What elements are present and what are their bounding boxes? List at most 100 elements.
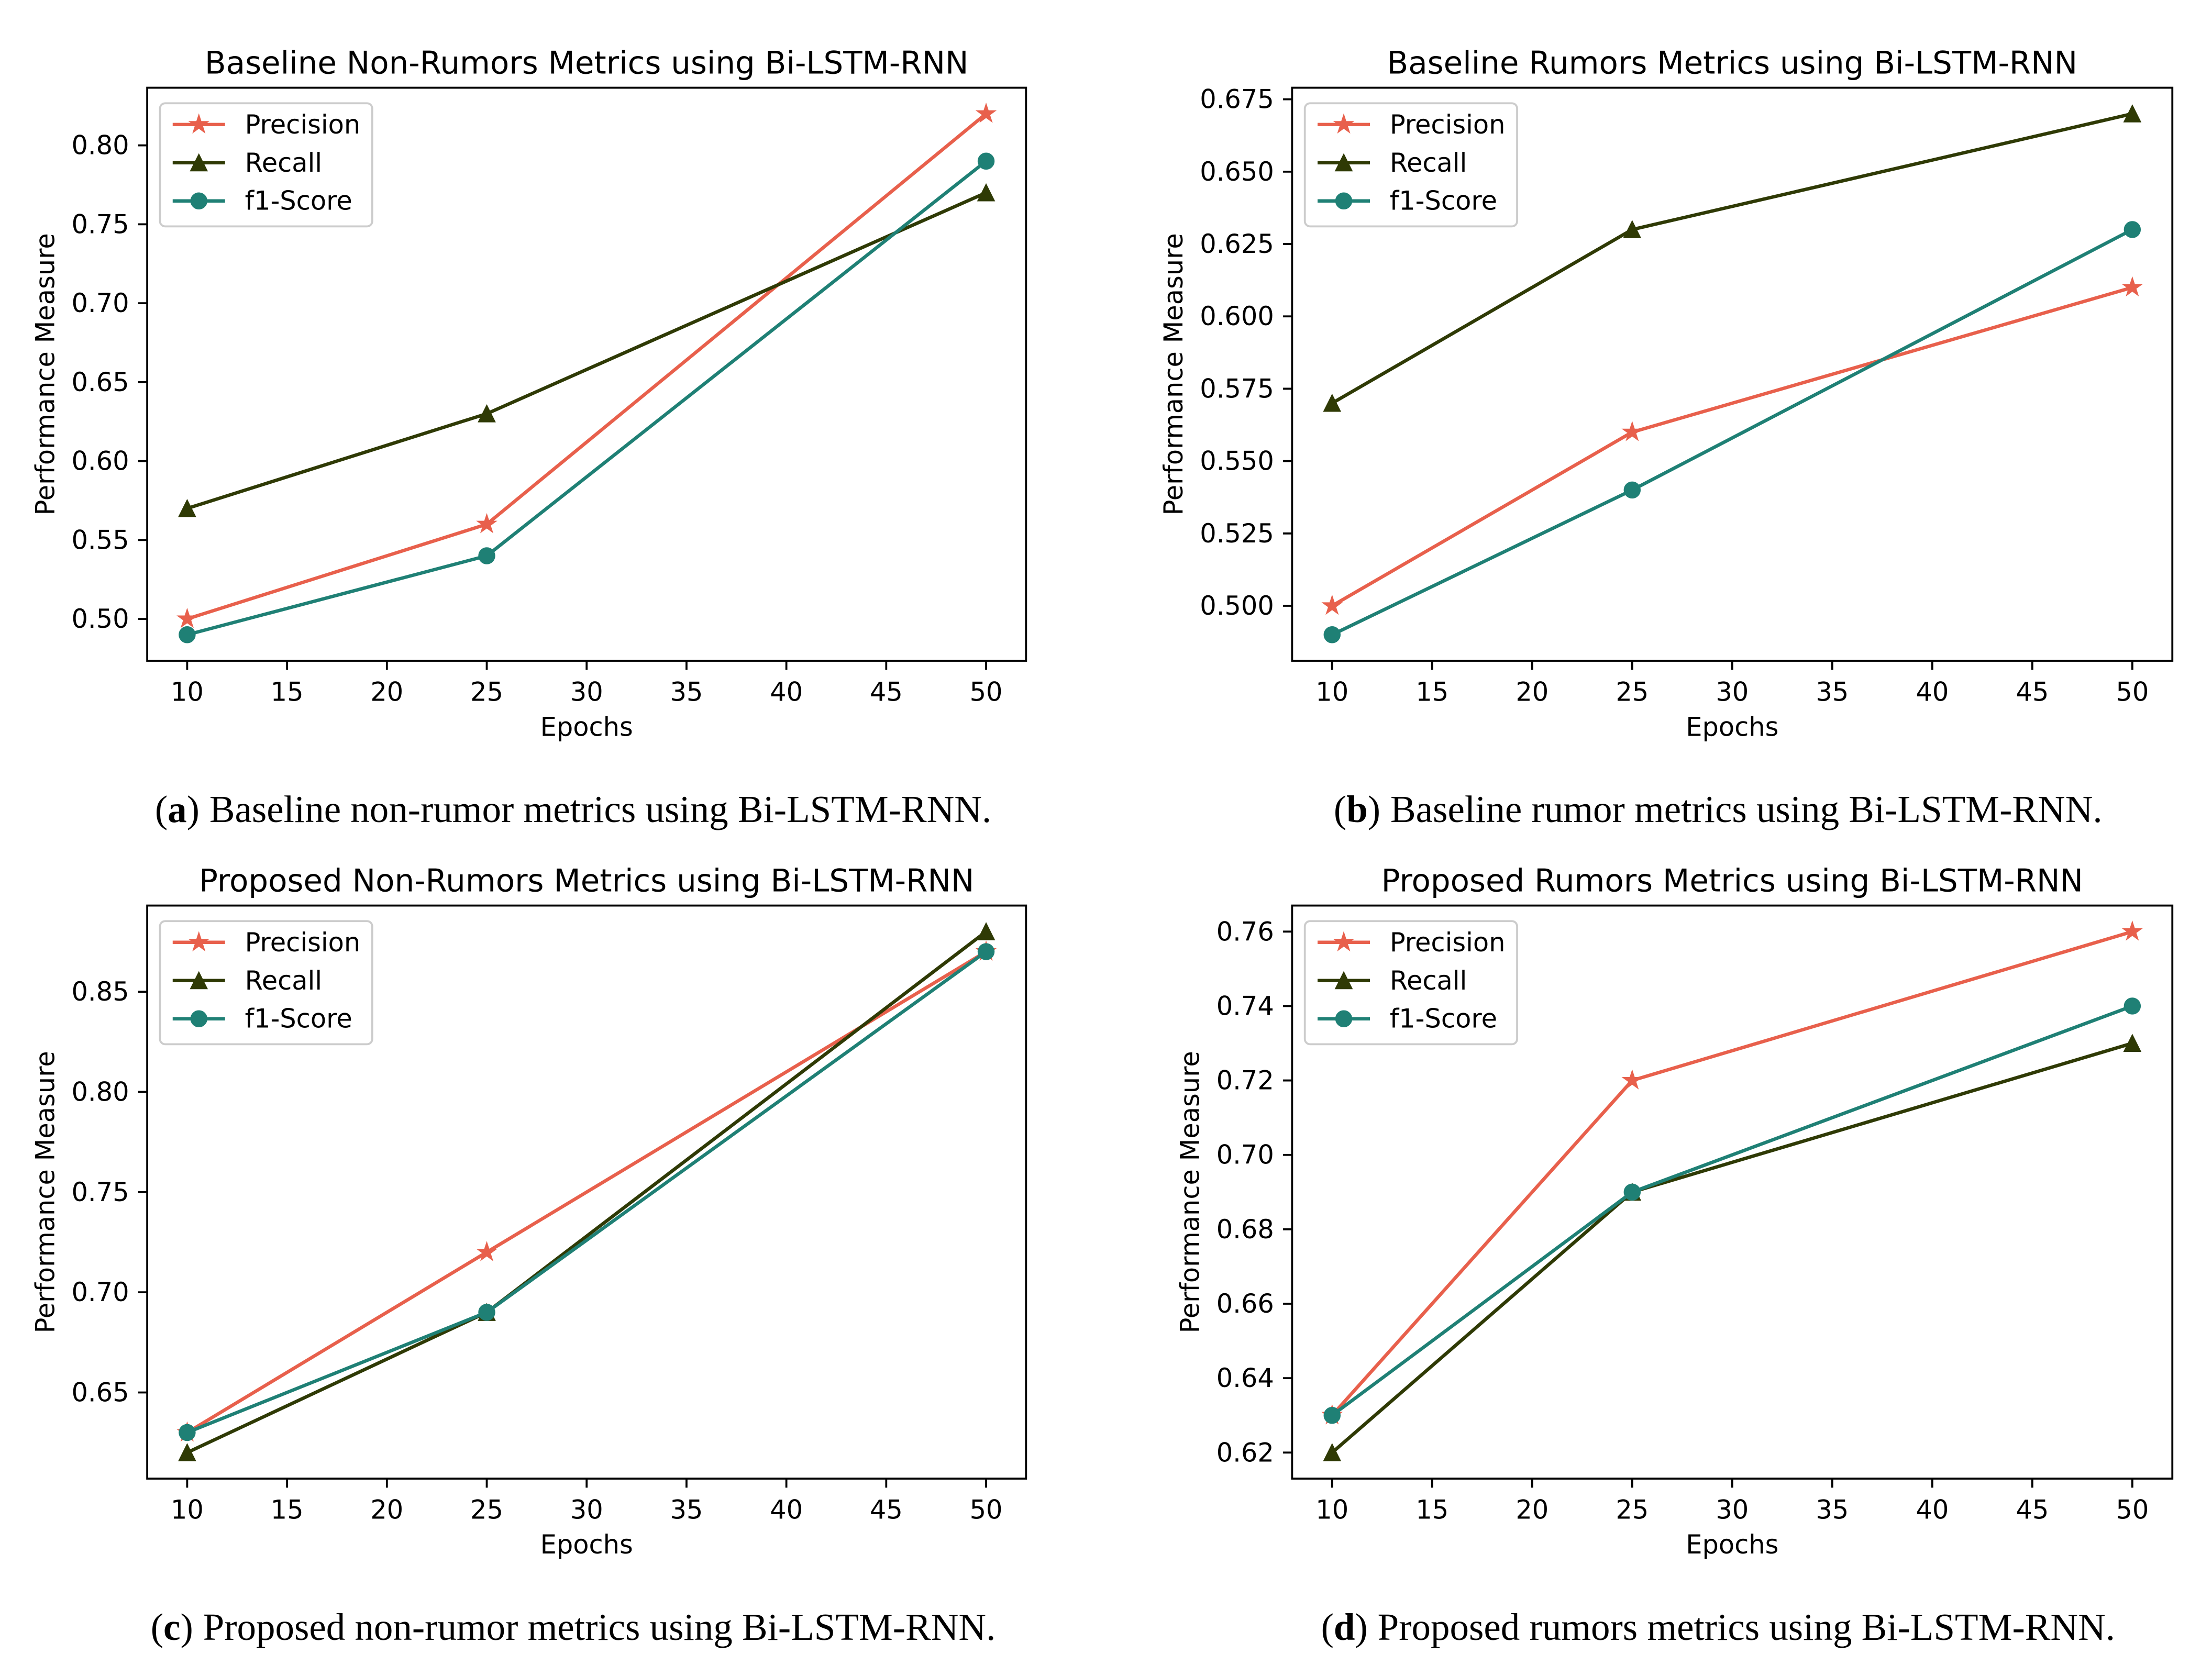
f1-score-point bbox=[2123, 997, 2141, 1015]
y-axis: 0.50 0.55 0.60 0.65 0.70 0.75 0.80 Performance … bbox=[30, 130, 148, 634]
subcaption-b: (b) Baseline rumor metrics using Bi-LSTM-… bbox=[1334, 788, 2103, 830]
legend: Precision Recall f1-Score bbox=[159, 102, 373, 228]
legend-item-precision: Precision bbox=[1318, 927, 1505, 958]
caption-paren-open: ( bbox=[1334, 788, 1346, 830]
legend: Precision Recall f1-Score bbox=[159, 920, 373, 1046]
x-tick-label: 25 bbox=[1616, 676, 1649, 707]
recall-point bbox=[2123, 1034, 2142, 1052]
x-tick-label: 30 bbox=[570, 676, 603, 707]
x-axis: 10 15 20 25 30 35 40 45 50 Epochs bbox=[171, 1479, 1002, 1560]
x-tick-label: 20 bbox=[1516, 1494, 1549, 1525]
chart-title: Baseline Rumors Metrics using Bi-LSTM-RN… bbox=[1387, 46, 2077, 82]
x-tick-label: 20 bbox=[370, 1494, 403, 1525]
series-f1-score bbox=[179, 943, 995, 1441]
f1-score-point bbox=[977, 943, 995, 960]
x-tick-label: 10 bbox=[171, 1494, 204, 1525]
f1-score-point bbox=[1623, 1183, 1641, 1201]
y-axis-label: Performance Measure bbox=[1175, 1051, 1205, 1333]
chart-title: Proposed Non-Rumors Metrics using Bi-LST… bbox=[199, 863, 974, 900]
y-tick-label: 0.575 bbox=[1200, 373, 1274, 404]
y-tick-label: 0.64 bbox=[1216, 1363, 1274, 1393]
caption-text: Baseline non-rumor metrics using Bi-LSTM… bbox=[209, 788, 991, 830]
x-axis: 10 15 20 25 30 35 40 45 50 Epochs bbox=[1315, 661, 2149, 742]
caption-text: Proposed non-rumor metrics using Bi-LSTM… bbox=[203, 1606, 996, 1648]
x-axis-label: Epochs bbox=[540, 712, 633, 742]
y-axis: 0.65 0.70 0.75 0.80 0.85 Performance Measure bbox=[30, 976, 148, 1407]
caption-text: Baseline rumor metrics using Bi-LSTM-RNN… bbox=[1390, 788, 2103, 830]
x-tick-label: 40 bbox=[1916, 676, 1949, 707]
legend-label: Recall bbox=[245, 965, 322, 996]
x-tick-label: 35 bbox=[1816, 1494, 1849, 1525]
y-tick-label: 0.75 bbox=[71, 209, 129, 239]
x-tick-label: 50 bbox=[970, 676, 1003, 707]
precision-point bbox=[476, 1241, 497, 1261]
series-f1-score bbox=[1323, 221, 2141, 643]
subplot-c: Proposed Non-Rumors Metrics using Bi-LST… bbox=[30, 863, 1027, 1560]
x-axis-label: Epochs bbox=[1686, 712, 1778, 742]
legend-label: Precision bbox=[1390, 109, 1506, 140]
x-tick-label: 15 bbox=[1415, 1494, 1448, 1525]
precision-point bbox=[1621, 420, 1643, 441]
caption-paren-open: ( bbox=[1321, 1606, 1334, 1648]
y-tick-label: 0.62 bbox=[1216, 1437, 1274, 1468]
subplot-b: Baseline Rumors Metrics using Bi-LSTM-RN… bbox=[1158, 46, 2174, 742]
recall-point bbox=[1323, 393, 1342, 412]
subplot-d: Proposed Rumors Metrics using Bi-LSTM-RN… bbox=[1175, 863, 2174, 1560]
subcaption-d: (d) Proposed rumors metrics using Bi-LSTM… bbox=[1321, 1606, 2115, 1648]
precision-point bbox=[1321, 594, 1343, 615]
legend-marker-precision bbox=[1333, 113, 1355, 134]
legend-marker-f1-score bbox=[190, 192, 207, 209]
x-tick-label: 10 bbox=[171, 676, 204, 707]
y-tick-label: 0.70 bbox=[71, 1277, 129, 1307]
legend: Precision Recall f1-Score bbox=[1303, 920, 1518, 1046]
x-axis-label: Epochs bbox=[1686, 1529, 1778, 1560]
x-tick-label: 10 bbox=[1315, 1494, 1348, 1525]
f1-score-point bbox=[977, 152, 995, 170]
y-axis-label: Performance Measure bbox=[30, 1051, 60, 1333]
y-tick-label: 0.500 bbox=[1200, 591, 1274, 621]
x-tick-label: 20 bbox=[370, 676, 403, 707]
y-tick-label: 0.80 bbox=[71, 1076, 129, 1107]
legend-marker-recall bbox=[190, 153, 208, 172]
legend-marker-f1-score bbox=[1335, 192, 1353, 209]
f1-score-point bbox=[179, 626, 196, 643]
y-tick-label: 0.525 bbox=[1200, 518, 1274, 549]
recall-point bbox=[977, 183, 996, 202]
caption-label: d bbox=[1334, 1606, 1355, 1648]
y-tick-label: 0.625 bbox=[1200, 229, 1274, 259]
y-axis: 0.62 0.64 0.66 0.68 0.70 0.72 0.74 0.76 Performa… bbox=[1175, 916, 1292, 1468]
legend-marker-recall bbox=[190, 971, 208, 990]
x-tick-label: 35 bbox=[670, 1494, 703, 1525]
x-tick-label: 25 bbox=[1616, 1494, 1649, 1525]
series-f1-score bbox=[179, 152, 995, 643]
subcaption-c: (c) Proposed non-rumor metrics using Bi-L… bbox=[151, 1606, 996, 1648]
recall-point bbox=[178, 1443, 196, 1461]
x-tick-label: 25 bbox=[470, 1494, 503, 1525]
legend-box bbox=[1303, 920, 1518, 1046]
recall-point bbox=[1323, 1443, 1342, 1461]
y-tick-label: 0.66 bbox=[1216, 1289, 1274, 1319]
y-tick-label: 0.675 bbox=[1200, 84, 1274, 115]
y-tick-label: 0.550 bbox=[1200, 446, 1274, 476]
y-axis-label: Performance Measure bbox=[30, 233, 60, 515]
x-tick-label: 15 bbox=[271, 676, 304, 707]
recall-point bbox=[1623, 220, 1642, 238]
plot-frame bbox=[1291, 86, 2174, 662]
subplot-a: Baseline Non-Rumors Metrics using Bi-LST… bbox=[30, 46, 1027, 742]
f1-score-point bbox=[179, 1424, 196, 1441]
subcaptions: (a) Baseline non-rumor metrics using Bi-L… bbox=[151, 788, 2115, 1648]
x-tick-label: 35 bbox=[670, 676, 703, 707]
legend-marker-recall bbox=[1334, 153, 1353, 172]
legend-item-recall: Recall bbox=[172, 148, 322, 178]
recall-point bbox=[977, 922, 996, 940]
y-tick-label: 0.60 bbox=[71, 446, 129, 476]
y-tick-label: 0.600 bbox=[1200, 301, 1274, 331]
x-tick-label: 50 bbox=[2116, 1494, 2149, 1525]
y-tick-label: 0.75 bbox=[71, 1177, 129, 1207]
x-tick-label: 45 bbox=[870, 676, 903, 707]
legend-marker-precision bbox=[1333, 931, 1355, 952]
chart-title: Proposed Rumors Metrics using Bi-LSTM-RN… bbox=[1381, 863, 2083, 900]
y-tick-label: 0.55 bbox=[71, 525, 129, 555]
